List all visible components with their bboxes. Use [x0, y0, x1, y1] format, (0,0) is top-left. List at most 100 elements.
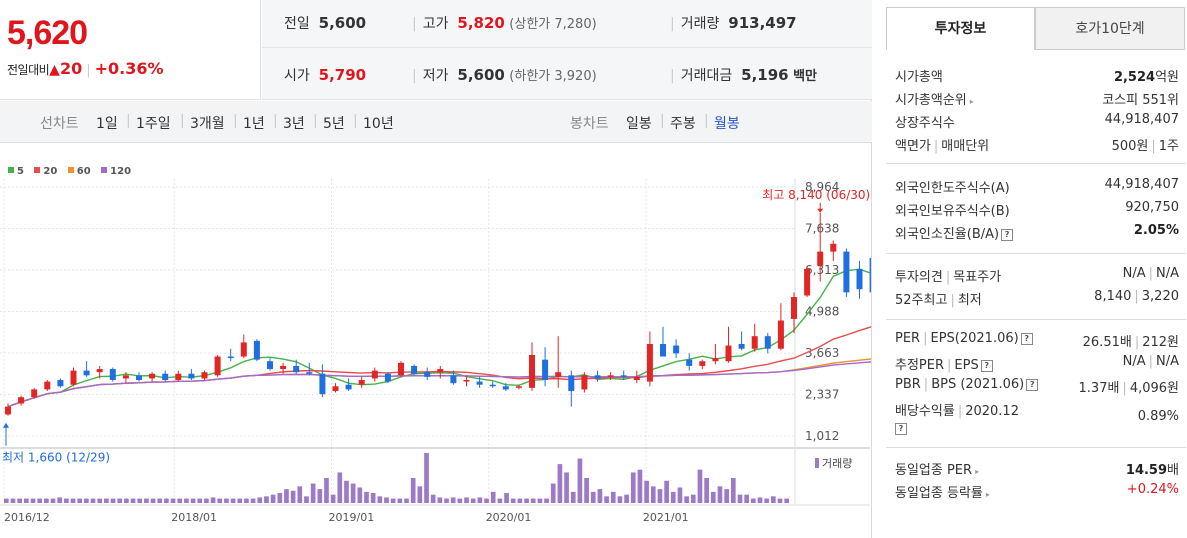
candle-body	[502, 386, 509, 390]
candle-body	[240, 342, 247, 357]
candle-body	[817, 251, 824, 266]
volume-bar	[504, 493, 509, 503]
candlestick-chart[interactable]: 8,964 7,638 6,313 4,988 3,663 2,337 1,012 2016/…	[0, 143, 871, 538]
volume-bar	[737, 494, 743, 503]
candle-body	[555, 372, 562, 377]
volume-bar	[710, 491, 716, 503]
candle-body	[830, 243, 837, 252]
volume-bar	[377, 496, 383, 503]
tab-1d[interactable]: 1일	[96, 116, 118, 132]
volume-bar	[397, 498, 403, 503]
candle-body	[804, 268, 811, 296]
candle-body	[358, 380, 365, 385]
low-arrow-icon	[3, 422, 9, 428]
volume-bar	[664, 480, 669, 503]
candle-body	[411, 365, 418, 374]
y-tick-label: 3,663	[805, 346, 839, 360]
volume-bar	[17, 498, 23, 503]
tab-5y[interactable]: 5년	[323, 116, 345, 132]
volume-bar	[757, 497, 763, 503]
volume-bar	[650, 486, 656, 503]
volume-bar	[704, 478, 709, 503]
market-cap-row: 시가총액 2,524억원	[895, 70, 1179, 85]
help-icon[interactable]: ?	[1026, 379, 1039, 391]
candle-body	[777, 320, 784, 349]
foreign-limit-row: 외국인한도주식수(A) 44,918,407	[895, 177, 1179, 196]
help-icon[interactable]: ?	[895, 423, 907, 435]
volume-bar	[684, 496, 689, 503]
candle-body	[306, 372, 313, 374]
candle-body	[188, 373, 195, 379]
candle-body	[529, 354, 535, 388]
x-tick-label: 2021/01	[643, 511, 689, 524]
candle-body	[31, 389, 38, 398]
tab-orderbook[interactable]: 호가10단계	[1035, 7, 1185, 50]
tab-weekly[interactable]: 주봉	[670, 116, 696, 132]
volume-bar	[390, 498, 396, 503]
candle-body	[345, 384, 352, 390]
volume-bar	[477, 497, 483, 503]
tab-monthly[interactable]: 월봉	[714, 116, 740, 132]
volume-bar	[617, 496, 623, 503]
market-cap-rank-row[interactable]: 시가총액순위 ▸ 코스피 551위	[895, 93, 1179, 108]
up-arrow-icon: ▲	[49, 62, 60, 78]
volume-bar	[304, 496, 309, 503]
candle-body	[83, 370, 90, 376]
candle-body	[332, 386, 339, 391]
help-icon[interactable]: ?	[1020, 333, 1033, 345]
volume-bar	[217, 498, 223, 503]
candle-body	[620, 375, 627, 377]
volume-legend: 거래량	[822, 457, 852, 470]
candle-body	[293, 365, 300, 373]
volume-bar	[524, 498, 529, 503]
candle-body	[70, 370, 77, 385]
candle-body	[437, 369, 444, 373]
tab-3y[interactable]: 3년	[283, 116, 305, 132]
volume-bar	[577, 458, 583, 503]
volume-bar	[404, 498, 409, 503]
volume-bar	[564, 472, 569, 503]
volume-bar	[730, 478, 736, 503]
candle-body	[843, 251, 850, 293]
help-icon[interactable]: ?	[1001, 229, 1014, 241]
volume-bar	[457, 498, 463, 503]
volume-bar	[137, 498, 143, 503]
volume-bar	[37, 498, 43, 503]
tab-1y[interactable]: 1년	[243, 116, 265, 132]
tab-10y[interactable]: 10년	[363, 116, 394, 132]
industry-change-row[interactable]: 동일업종 등락률 ▸ +0.24%	[895, 482, 1179, 501]
price-stats: 전일 5,600 | 고가 5,820 (상한가 7,280) | 거래량 913,…	[262, 0, 872, 100]
volume-bar	[537, 498, 543, 503]
help-icon[interactable]: ?	[980, 360, 993, 372]
volume-bar	[210, 497, 216, 503]
volume-bar	[224, 498, 229, 503]
volume-bar	[157, 498, 163, 503]
candle-body	[463, 380, 470, 382]
y-tick-label: 1,012	[805, 429, 839, 443]
volume-bar	[117, 498, 123, 503]
volume-bar	[177, 498, 183, 503]
tab-invest-info[interactable]: 투자정보	[886, 7, 1035, 50]
volume-bar	[470, 498, 476, 503]
volume-bar	[777, 498, 783, 503]
prev-close: 전일 5,600	[284, 14, 367, 32]
volume-bar	[297, 486, 303, 503]
est-per-row: 추정PER | EPS? N/A | N/A	[895, 354, 1179, 373]
volume-bar	[670, 491, 676, 503]
tab-1w[interactable]: 1주일	[136, 116, 171, 132]
volume-bar	[164, 498, 169, 503]
candle-body	[646, 344, 653, 382]
candle-body	[136, 375, 142, 381]
industry-per-row[interactable]: 동일업종 PER ▸ 14.59배	[895, 463, 1179, 478]
x-tick-label: 2016/12	[4, 511, 50, 524]
tab-3m[interactable]: 3개월	[190, 116, 225, 132]
volume-bar	[350, 483, 356, 503]
volume-bar	[257, 497, 263, 503]
volume-bar	[550, 483, 556, 503]
tab-daily[interactable]: 일봉	[626, 116, 652, 132]
volume-bar	[170, 498, 176, 503]
candle-body	[751, 336, 758, 349]
info-group-foreign: 외국인한도주식수(A) 44,918,407 외국인보유주식수(B) 920,750…	[886, 174, 1186, 243]
volume-bar	[30, 498, 36, 503]
candle-body	[699, 361, 706, 366]
